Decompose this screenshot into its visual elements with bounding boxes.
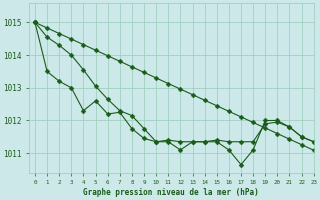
X-axis label: Graphe pression niveau de la mer (hPa): Graphe pression niveau de la mer (hPa): [84, 188, 259, 197]
